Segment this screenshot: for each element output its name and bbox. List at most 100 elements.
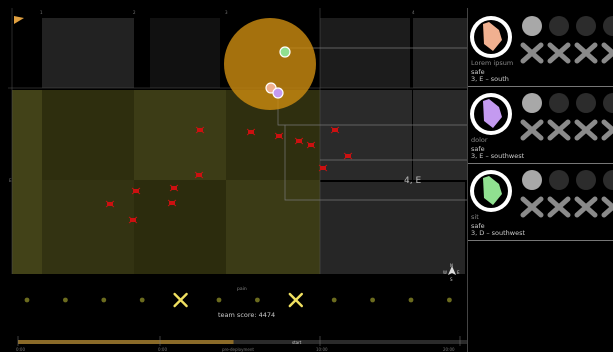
agent-name: sit	[471, 213, 479, 221]
agent-location: 3, E – southwest	[471, 152, 525, 160]
agent-card[interactable]: dolor safe 3, E – southwest	[468, 87, 613, 164]
health-pip	[603, 93, 613, 113]
empty-slot-x-icon	[520, 42, 544, 64]
event-dot	[24, 297, 30, 303]
event-dot	[63, 297, 68, 303]
threat-marker	[167, 199, 177, 207]
agent-card-graphics	[470, 170, 613, 218]
grid-column-label: 3	[225, 10, 228, 15]
event-dot	[408, 297, 414, 303]
empty-slot-x-icon	[574, 42, 598, 64]
event-dot	[216, 297, 222, 303]
health-pip	[522, 93, 542, 113]
agent-card-graphics	[470, 93, 613, 141]
agent-location: 3, E – south	[471, 75, 509, 83]
threat-marker	[343, 152, 353, 160]
timeline-tick-label: pre-deployment	[222, 347, 254, 352]
event-dot	[447, 297, 452, 303]
empty-slot-x-icon	[547, 42, 571, 64]
agent-location: 3, D – southwest	[471, 229, 526, 237]
health-pip	[522, 16, 542, 36]
agent-avatar-icon	[483, 176, 502, 205]
health-pip	[603, 16, 613, 36]
health-pip	[576, 170, 596, 190]
agent-name: Lorem ipsum	[471, 59, 514, 67]
empty-slot-x-icon	[601, 42, 613, 64]
timeline-track	[18, 340, 467, 344]
threat-marker	[128, 216, 138, 224]
building-block	[42, 18, 134, 88]
agent-marker-purple[interactable]	[272, 87, 284, 99]
grid-column-label: 2	[133, 10, 136, 15]
agent-status: safe	[471, 145, 485, 153]
threat-marker	[131, 187, 141, 195]
threat-markers	[105, 126, 353, 224]
compass-west: W	[443, 270, 447, 275]
agent-card[interactable]: sit safe 3, D – southwest	[468, 164, 613, 241]
team-score: team score: 4474	[218, 311, 276, 319]
event-dot	[255, 297, 260, 303]
sector-label: 4, E	[404, 176, 422, 186]
grid-column-label: 1	[40, 10, 43, 15]
compass-north: N	[450, 263, 453, 268]
agent-card-graphics	[470, 16, 613, 64]
empty-slot-x-icon	[547, 196, 571, 218]
event-dot	[139, 297, 145, 303]
building-block	[413, 90, 467, 180]
empty-slot-x-icon	[574, 196, 598, 218]
empty-slot-x-icon	[520, 119, 544, 141]
building-block	[150, 18, 220, 88]
threat-marker	[169, 184, 179, 192]
grid-column-label: 4	[412, 10, 415, 15]
hazard-zone	[224, 18, 316, 110]
threat-marker	[246, 128, 256, 136]
health-pip	[603, 170, 613, 190]
agent-marker-green[interactable]	[279, 46, 291, 58]
agent-card[interactable]: Lorem ipsum safe 3, E – south	[468, 10, 613, 87]
empty-slot-x-icon	[601, 196, 613, 218]
compass-arrow-icon	[448, 266, 456, 275]
health-pip	[549, 93, 569, 113]
timeline-tick-label: 10:00	[316, 347, 328, 352]
threat-marker	[195, 126, 205, 134]
grid-row-label: E	[9, 178, 12, 183]
threat-marker	[306, 141, 316, 149]
agent-status: safe	[471, 222, 485, 230]
compass-east: E	[457, 270, 460, 275]
event-strip	[24, 292, 452, 308]
agent-name: dolor	[471, 136, 488, 144]
health-pip	[522, 170, 542, 190]
event-dot	[331, 297, 337, 303]
agent-avatar-icon	[483, 99, 502, 128]
flag-icon	[14, 16, 24, 24]
timeline-bar-label: start	[292, 340, 302, 345]
threat-marker	[318, 164, 328, 172]
event-dot	[101, 297, 107, 303]
agent-status: safe	[471, 68, 485, 76]
health-pip	[576, 93, 596, 113]
building-block	[320, 18, 410, 88]
agent-panel: Lorem ipsum safe 3, E – south dolor safe…	[467, 8, 613, 352]
threat-marker	[294, 137, 304, 145]
pain-label: pain	[237, 287, 247, 292]
event-x-marker[interactable]	[173, 292, 188, 308]
threat-marker	[330, 126, 340, 134]
building-block	[413, 18, 467, 88]
compass-south: S	[450, 277, 453, 282]
threat-marker	[105, 200, 115, 208]
threat-marker	[194, 171, 204, 179]
health-pip	[549, 16, 569, 36]
event-x-marker[interactable]	[288, 292, 303, 308]
empty-slot-x-icon	[574, 119, 598, 141]
empty-slot-x-icon	[601, 119, 613, 141]
health-pip	[549, 170, 569, 190]
building-block	[320, 182, 465, 274]
empty-slot-x-icon	[520, 196, 544, 218]
threat-marker	[274, 132, 284, 140]
timeline-tick-label: 20:00	[443, 347, 455, 352]
timeline-tick-label: 0:00	[16, 347, 25, 352]
timeline-progress-fill	[18, 340, 234, 344]
timeline-tick-label: 0:00	[158, 347, 167, 352]
health-pip	[576, 16, 596, 36]
agent-avatar-icon	[483, 22, 502, 51]
